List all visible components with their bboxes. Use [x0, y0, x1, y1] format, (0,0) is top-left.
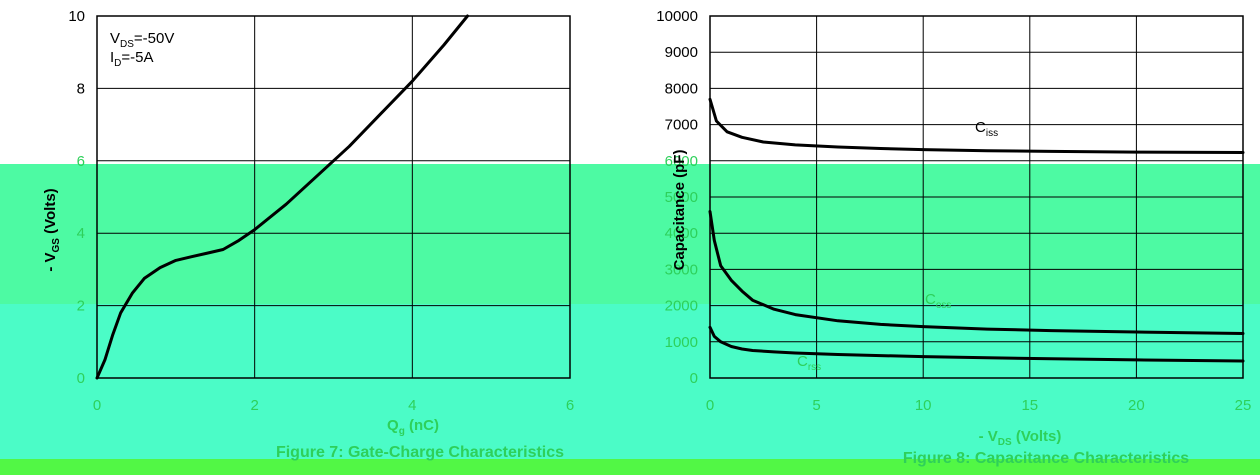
capacitance-tick-labels: 0 5 10 15 20 25 0 1000 2000 3000 4000 5000 6000 7000 8…: [656, 8, 1251, 414]
capacitance-series-line-1: [708, 210, 1245, 335]
gate-charge-x-tick-label: 0: [93, 397, 101, 414]
gate-charge-y-tick-label: 2: [77, 298, 85, 315]
band-top: [0, 164, 1260, 304]
capacitance-y-tick-label: 10000: [656, 8, 698, 25]
gate-charge-series-line-0: [95, 14, 469, 380]
capacitance-y-tick-label: 4000: [665, 225, 698, 242]
gate-charge-annotation-vds: VDS=-50V: [110, 30, 174, 50]
capacitance-title: Figure 8: Capacitance Characteristics: [903, 450, 1189, 467]
capacitance-x-tick-label: 10: [915, 397, 932, 414]
capacitance-grid: [709, 15, 1244, 379]
gate-charge-y-tick-label: 4: [77, 225, 85, 242]
gate-charge-x-tick-label: 6: [566, 397, 574, 414]
gate-charge-y-tick-label: 10: [68, 8, 85, 25]
gate-charge-plot-frame: [96, 15, 571, 379]
gate-charge-annotation-id: ID=-5A: [110, 49, 154, 69]
capacitance-x-tick-label: 0: [706, 397, 714, 414]
gate-charge-chart: 0 2 4 6 0 2 4 6 8 10 VDS=-50V ID=-5A Qg (nC) - VG…: [42, 8, 574, 461]
gate-charge-x-tick-label: 4: [408, 397, 416, 414]
gate-charge-y-tick-label: 8: [77, 80, 85, 97]
capacitance-y-axis-label: Capacitance (pF): [671, 150, 688, 271]
capacitance-y-tick-label: 7000: [665, 117, 698, 134]
capacitance-series-line-2: [708, 325, 1245, 363]
capacitance-x-tick-label: 15: [1021, 397, 1038, 414]
capacitance-y-tick-label: 3000: [665, 261, 698, 278]
gate-charge-title: Figure 7: Gate-Charge Characteristics: [276, 444, 564, 461]
capacitance-x-tick-label: 25: [1235, 397, 1252, 414]
capacitance-y-tick-label: 5000: [665, 189, 698, 206]
gate-charge-x-tick-label: 2: [250, 397, 258, 414]
series-label-coss: Coss: [925, 291, 951, 311]
capacitance-y-tick-label: 8000: [665, 80, 698, 97]
capacitance-series-line-0: [708, 97, 1245, 154]
gate-charge-x-axis-label: Qg (nC): [387, 417, 439, 437]
capacitance-y-tick-label: 9000: [665, 44, 698, 61]
gate-charge-y-axis-label: - VGS (Volts): [42, 188, 62, 271]
capacitance-x-tick-label: 20: [1128, 397, 1145, 414]
gate-charge-y-tick-label: 6: [77, 153, 85, 170]
capacitance-y-tick-label: 0: [690, 370, 698, 387]
series-label-ciss: Ciss: [975, 119, 998, 139]
band-bottom: [0, 459, 1260, 475]
capacitance-y-tick-label: 6000: [665, 153, 698, 170]
capacitance-y-tick-label: 2000: [665, 298, 698, 315]
gate-charge-curve-group: [95, 14, 469, 380]
capacitance-x-axis-label: - VDS (Volts): [979, 428, 1062, 448]
capacitance-x-tick-label: 5: [812, 397, 820, 414]
gate-charge-grid: [96, 15, 571, 379]
capacitance-y-tick-label: 1000: [665, 334, 698, 351]
series-label-crss: Crss: [797, 353, 821, 373]
capacitance-curve-group: [708, 97, 1245, 363]
gate-charge-y-tick-label: 0: [77, 370, 85, 387]
capacitance-chart: 0 5 10 15 20 25 0 1000 2000 3000 4000 5000 6000 7000 8…: [656, 8, 1251, 467]
gate-charge-tick-labels: 0 2 4 6 0 2 4 6 8 10: [68, 8, 574, 414]
